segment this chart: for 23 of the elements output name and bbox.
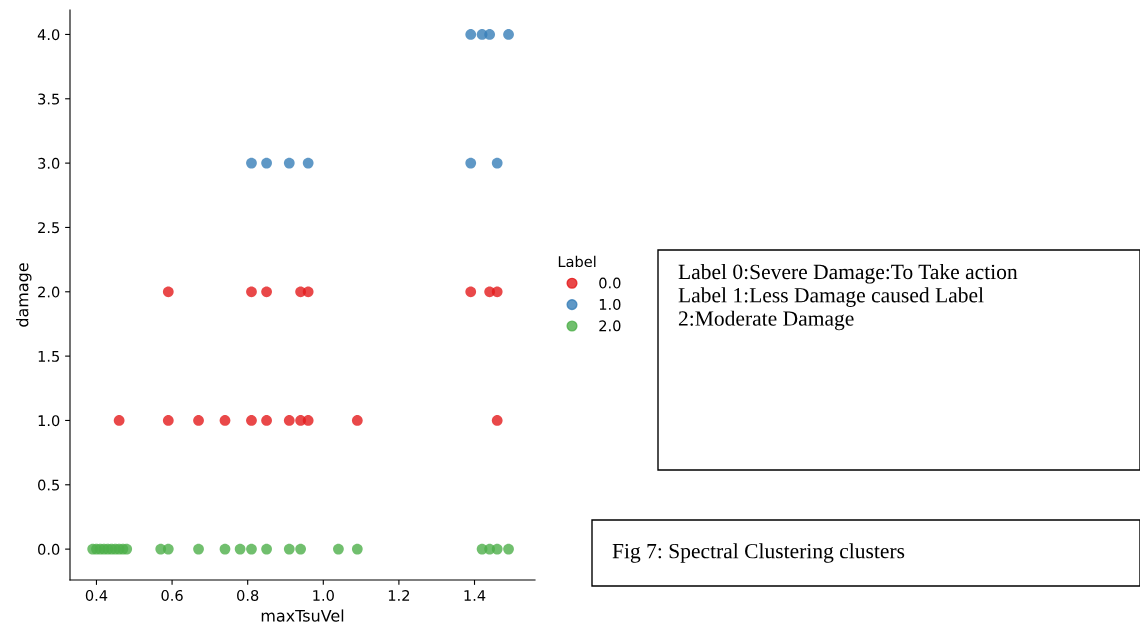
x-tick-label: 0.4 bbox=[85, 589, 108, 602]
x-tick-label: 0.8 bbox=[237, 589, 259, 602]
y-tick-label: 2.5 bbox=[38, 222, 59, 234]
legend-label: 0.0 bbox=[599, 277, 621, 289]
y-tick-label: 0.5 bbox=[38, 479, 59, 491]
y-tick-label: 0.0 bbox=[38, 543, 60, 555]
x-tick-label: 1.2 bbox=[388, 589, 410, 601]
y-tick-label: 1.5 bbox=[38, 351, 59, 362]
legend-label: 1.0 bbox=[599, 298, 621, 310]
legend-label: 2.0 bbox=[599, 320, 621, 332]
y-tick-label: 2.0 bbox=[38, 286, 60, 298]
x-tick-label: 1.4 bbox=[464, 590, 486, 601]
y-axis-title: damage bbox=[16, 263, 32, 327]
y-tick-label: 4.0 bbox=[37, 29, 60, 41]
x-tick-label: 1.0 bbox=[313, 589, 334, 602]
y-tick-label: 1.0 bbox=[38, 415, 60, 427]
y-tick-label: 3.0 bbox=[38, 157, 60, 169]
x-tick-label: 0.6 bbox=[161, 589, 183, 602]
legend-title: Label bbox=[558, 255, 596, 268]
x-axis-title: maxTsuVel bbox=[261, 609, 344, 622]
caption: Fig 7: Spectral Clustering clusters bbox=[612, 543, 905, 563]
y-tick-label: 3.5 bbox=[38, 93, 59, 105]
text: Label 0:Severe Damage:To Take action Label 1:Less Damage caused Label 2:Moderate Damage bbox=[678, 264, 1018, 331]
